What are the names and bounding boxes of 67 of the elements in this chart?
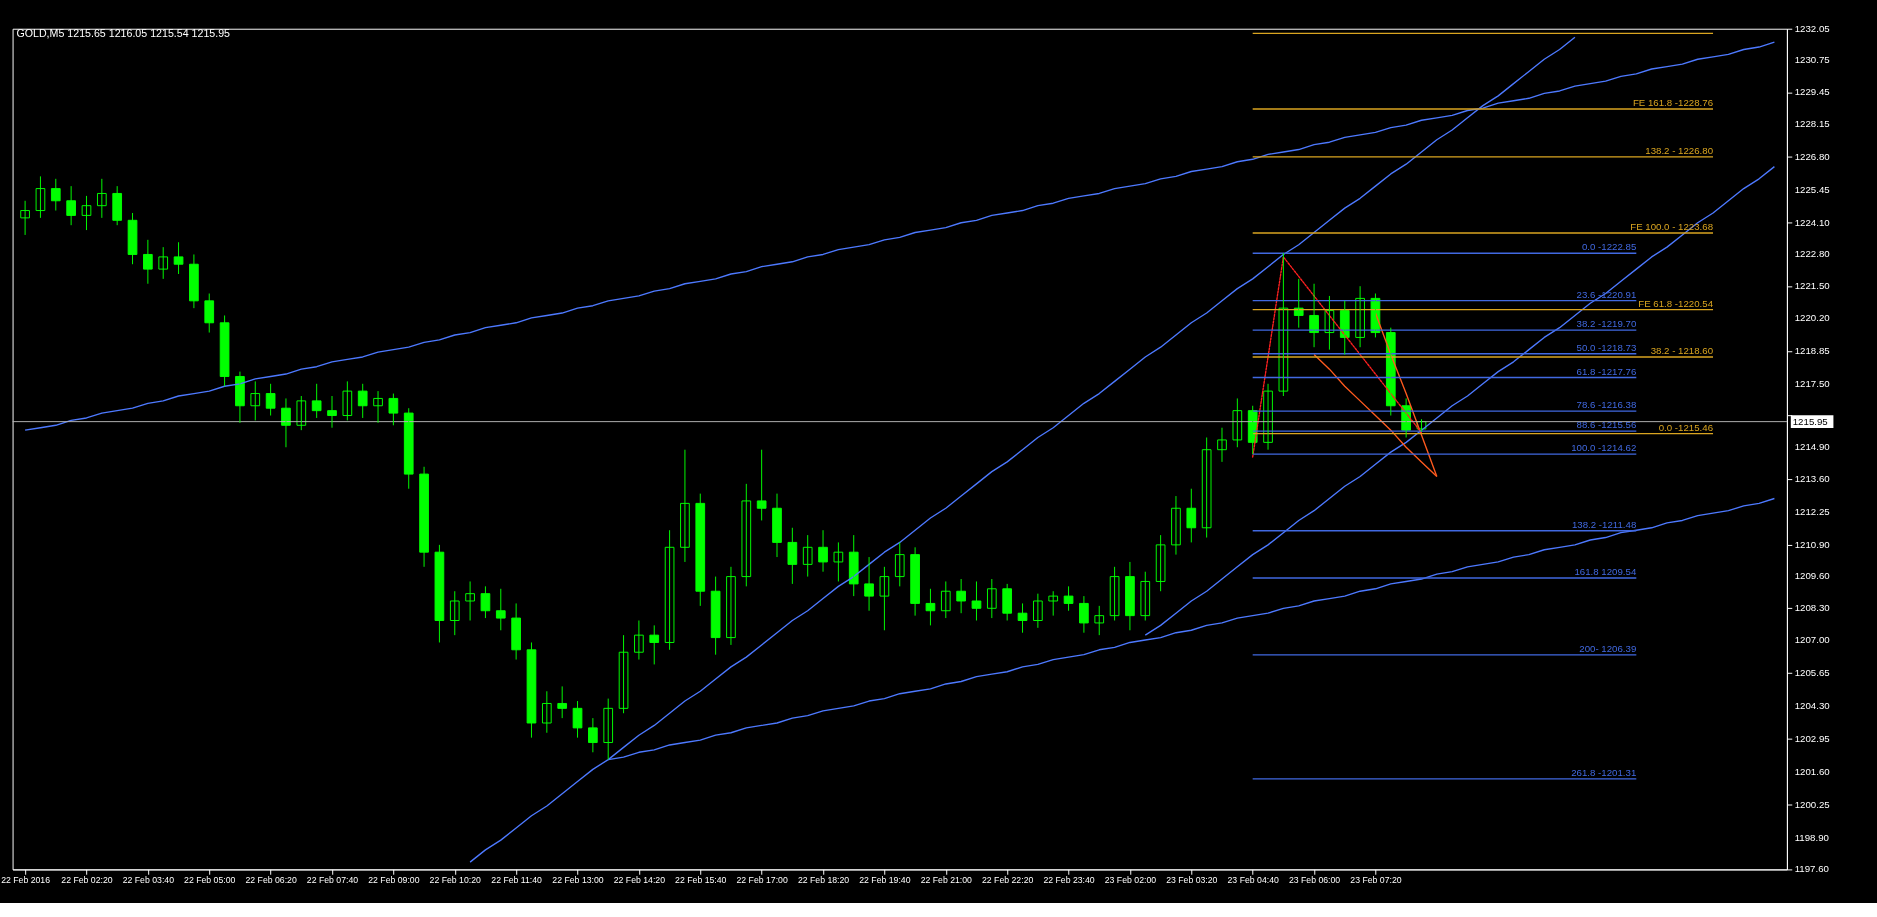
x-tick-label: 23 Feb 03:20 — [1166, 875, 1218, 886]
y-tick-label: 1218.85 — [1794, 344, 1830, 356]
x-tick-label: 22 Feb 18:20 — [797, 875, 850, 886]
annotation: 61.8 -1217.76 — [1576, 365, 1637, 377]
x-tick-label: 23 Feb 04:40 — [1227, 875, 1279, 886]
x-tick-label: 22 Feb 11:40 — [491, 875, 543, 886]
y-tick-label: 1200.25 — [1794, 798, 1830, 810]
annotation: 0.0 -1222.85 — [1581, 241, 1637, 253]
x-tick-label: 22 Feb 07:40 — [306, 875, 359, 886]
y-tick-label: 1217.50 — [1794, 377, 1830, 389]
y-tick-label: 1230.75 — [1794, 54, 1830, 66]
annotation: 78.6 -1216.38 — [1576, 399, 1637, 411]
y-tick-label: 1205.65 — [1794, 666, 1830, 678]
x-tick-label: 22 Feb 03:40 — [122, 875, 175, 886]
y-tick-label: 1204.30 — [1794, 699, 1830, 711]
annotation: 161.8 1209.54 — [1574, 566, 1637, 578]
x-tick-label: 22 Feb 09:00 — [368, 875, 420, 886]
annotation: 0.0 -1215.46 — [1658, 421, 1714, 433]
x-tick-label: 22 Feb 14:20 — [613, 875, 666, 886]
y-tick-label: 1212.25 — [1794, 505, 1830, 517]
y-tick-label: 1201.60 — [1794, 765, 1830, 777]
x-tick-label: 22 Feb 13:00 — [552, 875, 604, 886]
y-tick-label: 1226.80 — [1794, 150, 1830, 162]
x-tick-label: 22 Feb 2016 — [1, 875, 51, 886]
x-tick-label: 22 Feb 23:40 — [1043, 875, 1095, 886]
y-tick-label: 1213.60 — [1794, 472, 1830, 484]
y-tick-label: 1197.60 — [1794, 863, 1829, 875]
annotation: 138.2 - 1226.80 — [1645, 144, 1714, 156]
annotation: 38.2 -1219.70 — [1576, 318, 1637, 330]
x-tick-label: 22 Feb 05:00 — [184, 875, 236, 886]
y-tick-label: 1225.45 — [1794, 183, 1830, 195]
chart-title: GOLD,M5 1215.65 1216.05 1215.54 1215.95 — [16, 27, 231, 40]
annotation: FE 61.8 -1220.54 — [1638, 297, 1714, 309]
y-tick-label: 1198.90 — [1794, 831, 1829, 843]
x-tick-label: 23 Feb 07:20 — [1350, 875, 1402, 886]
y-tick-label: 1207.00 — [1794, 633, 1830, 645]
x-tick-label: 23 Feb 06:00 — [1288, 875, 1341, 886]
y-tick-label: 1229.45 — [1794, 86, 1830, 98]
x-tick-label: 22 Feb 15:40 — [675, 875, 727, 886]
annotation: 50.0 -1218.73 — [1576, 341, 1637, 353]
x-tick-label: 23 Feb 02:00 — [1104, 875, 1157, 886]
y-tick-label: 1220.20 — [1794, 311, 1830, 323]
y-tick-label: 1208.30 — [1794, 602, 1830, 614]
x-tick-label: 22 Feb 21:00 — [920, 875, 973, 886]
annotation: 261.8 -1201.31 — [1571, 766, 1637, 778]
x-tick-label: 22 Feb 17:00 — [736, 875, 788, 886]
ref-line-label: 1215.95 — [1792, 415, 1828, 427]
y-tick-label: 1209.60 — [1794, 570, 1830, 582]
x-tick-label: 22 Feb 02:20 — [61, 875, 113, 886]
annotation: 200- 1206.39 — [1579, 643, 1637, 655]
y-tick-label: 1232.05 — [1794, 22, 1830, 34]
annotation: 38.2 - 1218.60 — [1650, 345, 1714, 357]
y-tick-label: 1221.50 — [1794, 280, 1830, 292]
annotation: FE 161.8 -1228.76 — [1632, 97, 1714, 109]
y-tick-label: 1224.10 — [1794, 216, 1830, 228]
x-tick-label: 22 Feb 22:20 — [982, 875, 1034, 886]
y-tick-label: 1228.15 — [1794, 117, 1830, 129]
y-tick-label: 1222.80 — [1794, 248, 1830, 260]
x-tick-label: 22 Feb 10:20 — [429, 875, 482, 886]
y-tick-label: 1210.90 — [1794, 538, 1830, 550]
annotation: 138.2 -1211.48 — [1571, 518, 1637, 530]
y-tick-label: 1202.95 — [1794, 732, 1830, 744]
x-tick-label: 22 Feb 19:40 — [859, 875, 911, 886]
annotation: 88.6 -1215.56 — [1576, 419, 1637, 431]
y-tick-label: 1214.90 — [1794, 441, 1830, 453]
x-tick-label: 22 Feb 06:20 — [245, 875, 297, 886]
annotation: 100.0 -1214.62 — [1571, 442, 1637, 454]
